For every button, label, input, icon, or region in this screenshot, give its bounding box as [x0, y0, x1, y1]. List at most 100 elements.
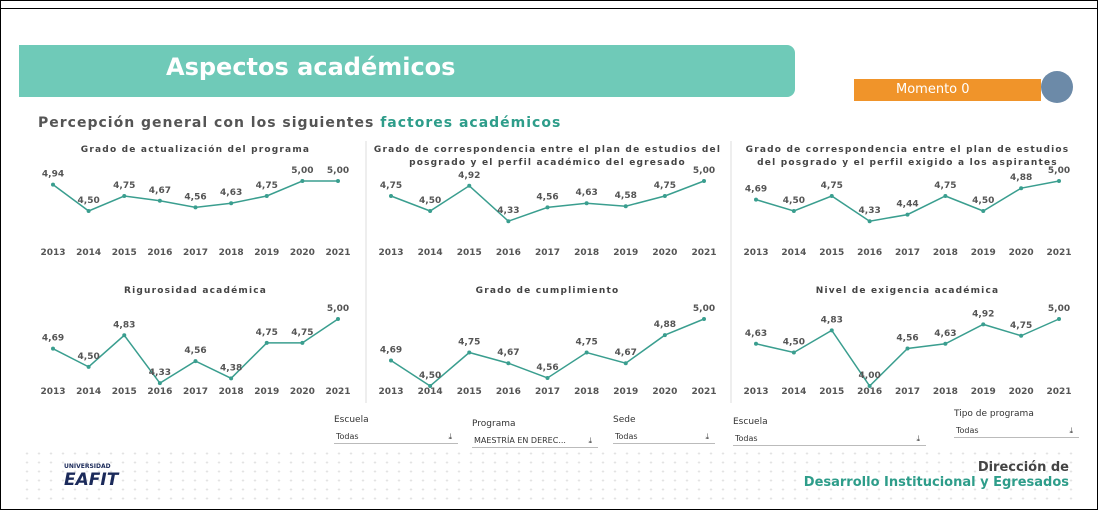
- data-label: 4,63: [745, 329, 767, 339]
- x-tick-label: 2014: [781, 248, 806, 258]
- x-tick-label: 2017: [535, 248, 560, 258]
- point: [867, 384, 872, 388]
- data-label: 4,75: [821, 181, 843, 191]
- point: [336, 179, 340, 183]
- data-label: 4,56: [896, 333, 918, 343]
- x-tick-label: 2018: [574, 387, 599, 397]
- subtitle-text: Percepción general con los siguientes: [38, 115, 381, 131]
- dropdown-value: MAESTRÍA EN DEREC...: [474, 436, 566, 445]
- data-label: 4,50: [78, 352, 100, 362]
- data-label: 4,56: [536, 192, 558, 202]
- data-label: 4,33: [497, 206, 519, 216]
- dropdown[interactable]: MAESTRÍA EN DEREC... ⤓: [472, 433, 598, 448]
- dropdown[interactable]: Todas ⤓: [613, 429, 715, 444]
- x-tick-label: 2017: [535, 387, 560, 397]
- x-tick-label: 2014: [418, 248, 443, 258]
- x-tick-label: 2019: [613, 248, 638, 258]
- x-tick-label: 2018: [219, 248, 244, 258]
- data-label: 4,67: [497, 348, 519, 358]
- point: [1019, 186, 1024, 191]
- point: [981, 209, 986, 213]
- x-tick-label: 2015: [819, 387, 844, 397]
- dept-top: Dirección de: [977, 460, 1069, 475]
- x-tick-label: 2020: [652, 387, 677, 397]
- x-tick-label: 2020: [1009, 387, 1034, 397]
- logo: EAFIT: [64, 470, 119, 490]
- chart-title: Rigurosidad académica: [123, 286, 268, 296]
- point: [791, 209, 796, 213]
- point: [389, 358, 393, 363]
- dropdown[interactable]: Todas ⤓: [733, 431, 926, 446]
- x-tick-label: 2015: [112, 248, 137, 258]
- data-label: 4,92: [972, 309, 994, 319]
- point: [157, 381, 162, 386]
- data-label: 5,00: [291, 166, 313, 176]
- point: [229, 376, 234, 381]
- data-label: 4,50: [78, 196, 100, 206]
- point: [981, 322, 986, 327]
- x-tick-label: 2016: [496, 387, 521, 397]
- dropdown-arrow: ⤓: [705, 432, 709, 441]
- x-tick-label: 2013: [743, 387, 768, 397]
- data-label: 4,75: [291, 328, 313, 338]
- x-tick-label: 2021: [325, 248, 350, 258]
- data-label: 4,33: [149, 368, 171, 378]
- data-label: 4,63: [220, 188, 242, 198]
- point: [264, 340, 269, 345]
- x-tick-label: 2021: [691, 248, 716, 258]
- x-tick-label: 2020: [290, 248, 315, 258]
- x-tick-label: 2018: [933, 248, 958, 258]
- dropdown[interactable]: Todas ⤓: [954, 423, 1079, 438]
- dropdown[interactable]: Todas ⤓: [334, 429, 458, 444]
- data-label: 4,94: [42, 170, 64, 180]
- data-label: 4,56: [184, 192, 206, 202]
- filter-label: Tipo de programa: [954, 409, 1034, 419]
- point: [506, 219, 511, 224]
- dropdown-value: Todas: [735, 434, 758, 443]
- dropdown-arrow: ⤓: [448, 432, 452, 441]
- x-tick-label: 2021: [1046, 387, 1071, 397]
- x-tick-label: 2015: [457, 387, 482, 397]
- data-label: 4,75: [576, 338, 598, 348]
- point: [702, 179, 706, 183]
- data-label: 5,00: [1048, 166, 1070, 176]
- data-label: 4,92: [458, 171, 480, 181]
- point: [467, 350, 472, 355]
- dropdown-arrow: ⤓: [916, 434, 920, 443]
- point: [428, 384, 433, 388]
- point: [193, 359, 198, 364]
- x-tick-label: 2020: [290, 387, 315, 397]
- x-tick-label: 2014: [76, 387, 101, 397]
- data-label: 4,56: [184, 346, 206, 356]
- x-tick-label: 2019: [254, 248, 279, 258]
- data-label: 4,75: [256, 328, 278, 338]
- point: [51, 346, 55, 351]
- point: [584, 350, 589, 355]
- top-bar: [1, 1, 1097, 9]
- point: [1057, 179, 1061, 183]
- point: [336, 317, 340, 321]
- x-tick-label: 2019: [971, 248, 996, 258]
- point: [905, 346, 910, 351]
- point: [229, 201, 234, 206]
- x-tick-label: 2017: [895, 248, 920, 258]
- data-label: 4,50: [419, 196, 441, 206]
- data-label: 4,75: [458, 338, 480, 348]
- x-tick-label: 2013: [743, 248, 768, 258]
- data-label: 4,69: [380, 346, 402, 356]
- point: [300, 340, 305, 345]
- dropdown-value: Todas: [956, 426, 979, 435]
- x-tick-label: 2014: [418, 387, 443, 397]
- logo-top: UNIVERSIDAD: [64, 463, 111, 470]
- point: [584, 201, 589, 206]
- data-label: 5,00: [693, 166, 715, 176]
- x-tick-label: 2016: [857, 248, 882, 258]
- point: [467, 183, 472, 188]
- x-tick-label: 2014: [781, 387, 806, 397]
- dropdown-value: Todas: [615, 432, 638, 441]
- x-tick-label: 2019: [613, 387, 638, 397]
- x-tick-label: 2018: [574, 248, 599, 258]
- x-tick-label: 2016: [496, 248, 521, 258]
- x-tick-label: 2013: [378, 387, 403, 397]
